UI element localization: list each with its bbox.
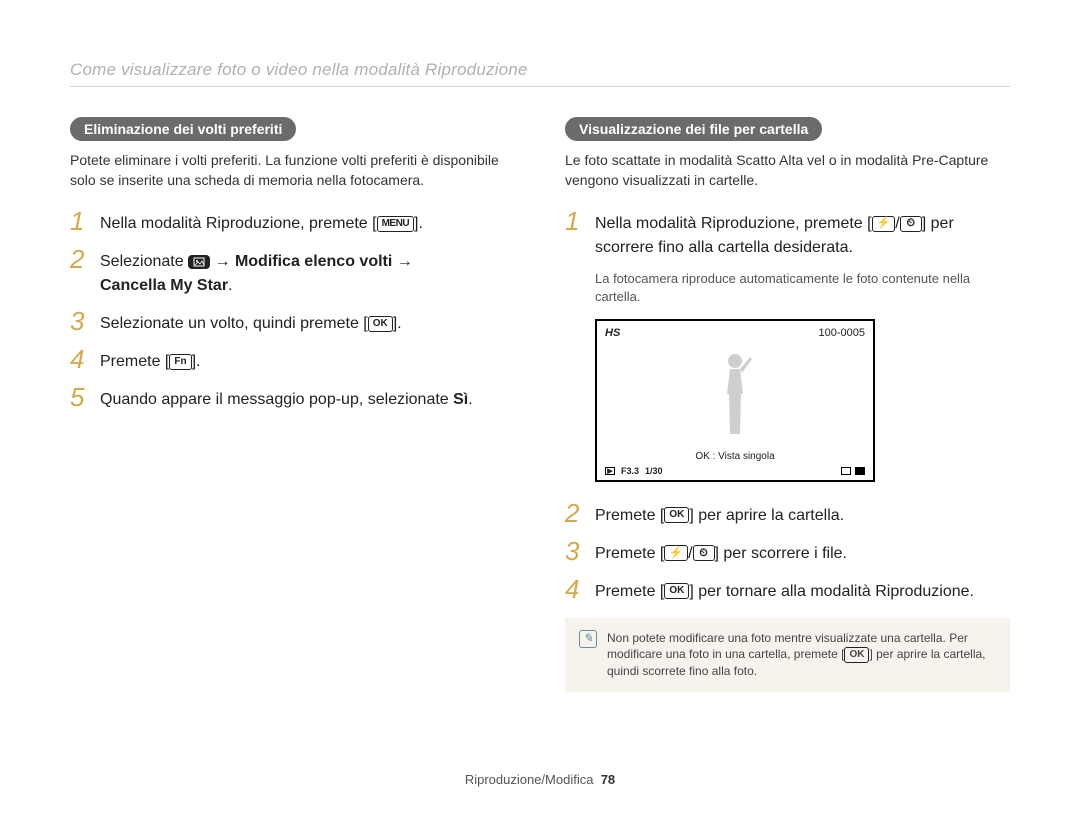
battery-icon [855, 467, 865, 475]
text: Premete [ [100, 353, 169, 370]
left-intro: Potete eliminare i volti preferiti. La f… [70, 151, 515, 190]
text: ] per tornare alla modalità Riproduzione… [689, 583, 974, 600]
text: Nella modalità Riproduzione, premete [ [595, 215, 872, 232]
screen-file-number: 100-0005 [819, 327, 866, 339]
text: . [468, 391, 472, 408]
step-text: Premete [Fn]. [100, 346, 200, 374]
ok-icon: OK [844, 647, 869, 663]
flash-icon: ⚡ [872, 216, 896, 232]
step-number: 3 [70, 308, 88, 334]
play-icon: ▶ [605, 467, 615, 475]
step-number: 4 [565, 576, 583, 602]
right-column: Visualizzazione dei file per cartella Le… [565, 117, 1010, 692]
timer-icon: ⏲ [900, 216, 922, 232]
left-column: Eliminazione dei volti preferiti Potete … [70, 117, 515, 692]
text: Premete [ [595, 545, 664, 562]
text: Nella modalità Riproduzione, premete [ [100, 215, 377, 232]
screen-top-bar: HS 100-0005 [605, 327, 865, 339]
text: → [392, 253, 412, 270]
step-number: 2 [565, 500, 583, 526]
step-number: 4 [70, 346, 88, 372]
text: → [210, 253, 235, 270]
info-icon: ✎ [579, 630, 597, 648]
fn-icon: Fn [169, 354, 191, 370]
text: ]. [192, 353, 201, 370]
right-intro: Le foto scattate in modalità Scatto Alta… [565, 151, 1010, 190]
text: ]. [414, 215, 423, 232]
step-number: 1 [565, 208, 583, 234]
step-1: 1 Nella modalità Riproduzione, premete [… [565, 208, 1010, 260]
step-2: 2 Selezionate → Modifica elenco volti → … [70, 246, 515, 298]
text: . [228, 277, 232, 294]
ok-icon: OK [664, 583, 689, 599]
text: ]. [393, 315, 402, 332]
step-3: 3 Premete [⚡/⏲] per scorrere i file. [565, 538, 1010, 566]
right-steps-cont: 2 Premete [OK] per aprire la cartella. 3… [565, 500, 1010, 604]
camera-screen-preview: HS 100-0005 OK : Vista singola ▶ F3.3 1/… [595, 319, 875, 482]
step-1-note: La fotocamera riproduce automaticamente … [595, 270, 1010, 306]
aperture-label: F3.3 [621, 466, 639, 476]
info-note: ✎ Non potete modificare una foto mentre … [565, 618, 1010, 692]
step-4: 4 Premete [OK] per tornare alla modalità… [565, 576, 1010, 604]
ok-icon: OK [664, 507, 689, 523]
ok-icon: OK [368, 316, 393, 332]
step-text: Selezionate → Modifica elenco volti → Ca… [100, 246, 413, 298]
step-text: Premete [OK] per tornare alla modalità R… [595, 576, 974, 604]
breadcrumb: Come visualizzare foto o video nella mod… [70, 60, 1010, 87]
note-text: Non potete modificare una foto mentre vi… [607, 630, 996, 680]
text: Premete [ [595, 507, 664, 524]
footer-section: Riproduzione/Modifica [465, 772, 594, 787]
step-number: 3 [565, 538, 583, 564]
gallery-icon [188, 255, 210, 269]
step-1: 1 Nella modalità Riproduzione, premete [… [70, 208, 515, 236]
page-number: 78 [601, 772, 615, 787]
text-bold: Cancella My Star [100, 277, 228, 294]
step-text: Nella modalità Riproduzione, premete [ME… [100, 208, 423, 236]
step-2: 2 Premete [OK] per aprire la cartella. [565, 500, 1010, 528]
flash-icon: ⚡ [664, 545, 688, 561]
text-bold: Modifica elenco volti [235, 253, 392, 270]
step-text: Selezionate un volto, quindi premete [OK… [100, 308, 402, 336]
step-number: 5 [70, 384, 88, 410]
text: Selezionate un volto, quindi premete [ [100, 315, 368, 332]
screen-hint: OK : Vista singola [605, 451, 865, 462]
text: Premete [ [595, 583, 664, 600]
step-number: 2 [70, 246, 88, 272]
text: Quando appare il messaggio pop-up, selez… [100, 391, 453, 408]
section-pill-left: Eliminazione dei volti preferiti [70, 117, 296, 141]
text: ] per scorrere i file. [715, 545, 847, 562]
left-steps: 1 Nella modalità Riproduzione, premete [… [70, 208, 515, 412]
page-footer: Riproduzione/Modifica 78 [0, 772, 1080, 787]
silhouette-icon [705, 349, 765, 439]
screen-mode-label: HS [605, 327, 620, 339]
section-pill-right: Visualizzazione dei file per cartella [565, 117, 822, 141]
timer-icon: ⏲ [693, 545, 715, 561]
step-number: 1 [70, 208, 88, 234]
step-5: 5 Quando appare il messaggio pop-up, sel… [70, 384, 515, 412]
card-icon [841, 467, 851, 475]
screen-bottom-bar: ▶ F3.3 1/30 [605, 466, 865, 476]
step-3: 3 Selezionate un volto, quindi premete [… [70, 308, 515, 336]
text: Selezionate [100, 253, 188, 270]
shutter-label: 1/30 [645, 466, 663, 476]
step-text: Quando appare il messaggio pop-up, selez… [100, 384, 473, 412]
step-text: Premete [⚡/⏲] per scorrere i file. [595, 538, 847, 566]
text-bold: Sì [453, 391, 468, 408]
step-4: 4 Premete [Fn]. [70, 346, 515, 374]
screen-image-area [605, 339, 865, 449]
menu-icon: MENU [377, 216, 414, 232]
step-text: Premete [OK] per aprire la cartella. [595, 500, 844, 528]
text: ] per aprire la cartella. [689, 507, 844, 524]
right-steps: 1 Nella modalità Riproduzione, premete [… [565, 208, 1010, 260]
step-text: Nella modalità Riproduzione, premete [⚡/… [595, 208, 1010, 260]
